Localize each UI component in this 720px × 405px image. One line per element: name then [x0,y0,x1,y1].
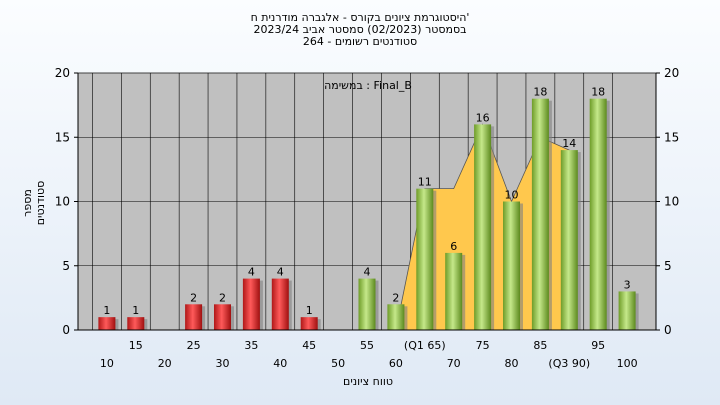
bar-value-label: 4 [248,266,255,279]
chart-subtitle-enrolled: סטודנטים רשומים - 264 [302,35,418,48]
bar [185,304,203,330]
y-tick-label-right: 15 [664,130,679,144]
bar [127,317,145,330]
x-tick-label: 95 [591,339,605,352]
bar-value-label: 14 [562,137,576,150]
bar [560,150,578,330]
bar [531,98,549,330]
x-tick-label: (Q3 90) [548,357,590,370]
bar-value-label: 16 [476,111,490,124]
bar [589,98,607,330]
y-axis-left: 0 5 10 15 20 [55,66,79,337]
bar-value-label: 3 [624,278,631,291]
bar-value-label: 2 [392,291,399,304]
x-tick-label: 20 [158,357,172,370]
x-tick-label: 30 [216,357,230,370]
y-tick-label-right: 0 [664,323,672,337]
bar [387,304,405,330]
y-axis-right: 0 5 10 15 20 [655,66,679,337]
x-tick-label: 45 [302,339,316,352]
bar-value-label: 4 [364,266,371,279]
x-tick-label: 25 [187,339,201,352]
x-tick-label: 85 [533,339,547,352]
bar-value-label: 10 [505,189,519,202]
y-tick-label-left: 10 [55,195,70,209]
chart-annotation: במשימה : Final_B [324,79,412,92]
x-tick-label: 15 [129,339,143,352]
y-tick-label-right: 5 [664,259,672,273]
bar-value-label: 1 [306,304,313,317]
bar [214,304,231,330]
bar-value-label: 2 [219,291,226,304]
x-axis-label: טווח ציונים [343,375,393,388]
x-tick-label: 100 [617,357,638,370]
bar [445,252,463,330]
y-tick-label-left: 5 [62,259,70,273]
x-tick-label: 35 [244,339,258,352]
y-axis-label: מספר סטודנטים [21,180,47,226]
y-tick-label-right: 20 [664,66,679,80]
bar-value-label: 11 [418,176,432,189]
chart-title: היסטוגרמת ציונים בקורס - אלגברה מודרנית … [250,11,470,24]
bar [271,278,289,330]
x-tick-label: (Q1 65) [404,339,446,352]
x-tick-label: 75 [476,339,490,352]
bar [358,278,376,330]
x-tick-label: 10 [100,357,114,370]
bar-value-label: 2 [190,291,197,304]
y-tick-label-left: 15 [55,130,70,144]
bar [416,188,434,330]
bar [503,201,520,330]
bar [242,278,260,330]
x-tick-label: 70 [447,357,461,370]
y-tick-label-right: 10 [664,195,679,209]
bar-value-label: 4 [277,266,284,279]
bar-value-label: 1 [103,304,110,317]
x-tick-label: 55 [360,339,374,352]
bar-value-label: 1 [132,304,139,317]
y-tick-label-left: 20 [55,66,70,80]
bar-value-label: 18 [533,86,547,99]
x-tick-label: 60 [389,357,403,370]
chart-subtitle-semester: בסמסטר (02/2023) סמסטר אביב 2023/24 [253,23,467,36]
bar-value-label: 18 [591,86,605,99]
bar [98,317,116,330]
bar [474,124,492,331]
x-tick-label: 50 [331,357,345,370]
bar-value-label: 6 [450,240,457,253]
x-axis: 15 25 35 45 55 (Q1 65) 75 85 95 10 20 30 40 50 60 70 80 (… [78,329,656,370]
y-tick-label-left: 0 [62,323,70,337]
x-tick-label: 40 [273,357,287,370]
bar [618,291,636,330]
x-tick-label: 80 [505,357,519,370]
bar [300,317,318,330]
